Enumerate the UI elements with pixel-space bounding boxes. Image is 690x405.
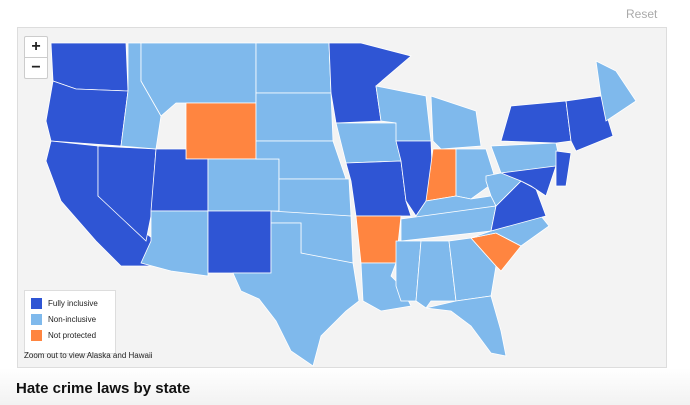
legend-item-fully-inclusive: Fully inclusive	[31, 295, 109, 311]
legend-item-non-inclusive: Non-inclusive	[31, 311, 109, 327]
legend-label: Non-inclusive	[48, 314, 97, 324]
legend-label: Not protected	[48, 330, 97, 340]
state-nd[interactable]	[255, 42, 332, 94]
state-sd[interactable]	[255, 92, 334, 142]
state-ks[interactable]	[278, 178, 352, 217]
state-md[interactable]	[499, 165, 557, 197]
footer-shade	[0, 368, 690, 405]
us-map[interactable]	[18, 28, 666, 367]
state-ne_states[interactable]	[565, 95, 614, 152]
state-wy[interactable]	[185, 102, 257, 160]
state-fl[interactable]	[425, 295, 507, 357]
reset-button[interactable]: Reset	[626, 7, 658, 21]
map-note: Zoom out to view Alaska and Hawaii	[24, 351, 153, 360]
state-ia[interactable]	[335, 122, 402, 164]
map-legend: Fully inclusive Non-inclusive Not protec…	[24, 290, 116, 354]
state-oh[interactable]	[455, 148, 497, 200]
state-mi[interactable]	[430, 95, 482, 150]
state-nm[interactable]	[207, 210, 272, 274]
legend-swatch	[31, 297, 42, 309]
map-frame[interactable]: + − Fully inclusive Non-inclusive Not pr…	[17, 27, 667, 368]
state-me[interactable]	[595, 60, 637, 122]
legend-swatch	[31, 313, 42, 325]
state-ms[interactable]	[395, 240, 422, 302]
legend-item-not-protected: Not protected	[31, 327, 109, 343]
state-ar[interactable]	[355, 215, 402, 264]
page-title: Hate crime laws by state	[16, 380, 191, 397]
state-ny[interactable]	[500, 100, 572, 144]
zoom-in-button[interactable]: +	[24, 36, 48, 58]
state-mo[interactable]	[345, 160, 412, 217]
zoom-out-button[interactable]: −	[24, 57, 48, 79]
legend-label: Fully inclusive	[48, 298, 98, 308]
state-nj[interactable]	[555, 150, 572, 187]
legend-swatch	[31, 329, 42, 341]
state-or[interactable]	[45, 80, 129, 147]
state-co[interactable]	[207, 158, 280, 212]
state-ga[interactable]	[448, 237, 497, 302]
state-wa[interactable]	[50, 42, 129, 92]
state-tx[interactable]	[232, 222, 360, 367]
